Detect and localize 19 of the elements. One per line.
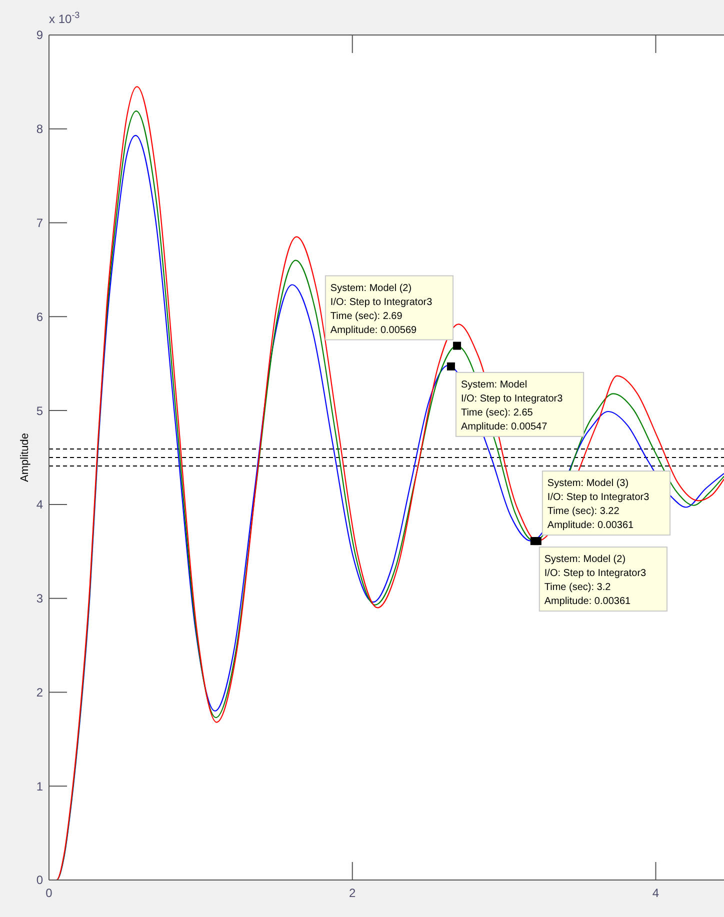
x-tick-label: 2: [349, 886, 356, 900]
y-tick-label: 2: [36, 685, 44, 700]
annotation: System: Model I/O: Step to Integrator3 Time (sec): 2.65 Amplitude: 0.00547: [460, 379, 564, 432]
y-tick-label: 4: [36, 498, 44, 512]
x-tick-label: 4: [652, 886, 660, 900]
y-tick-label: 8: [36, 122, 44, 136]
x-tick-label: 0: [46, 886, 53, 900]
annotation: System: Model (3) I/O: Step to Integrator3 Time (sec): 3.22 Amplitude: 0.00361: [547, 478, 650, 532]
y-tick-label: 5: [36, 404, 44, 418]
y-tick-label: 3: [36, 592, 44, 606]
text: x 10$^{-3}$: [49, 10, 80, 26]
y-tick-label: 0: [36, 873, 44, 888]
annotation: System: Model (2) I/O: Step to Integrator3 Time (sec): 2.69 Amplitude: 0.00569: [330, 282, 433, 336]
y-tick-label: 7: [36, 216, 44, 230]
annotation: System: Model (2) I/O: Step to Integrator3 Time (sec): 3.2 Amplitude: 0.00361: [544, 554, 647, 608]
y-tick-label: 1: [36, 779, 44, 794]
y-tick-label: 6: [36, 310, 44, 324]
y-axis-title: Amplitude: [19, 433, 31, 482]
y-tick-label: 9: [36, 28, 44, 42]
